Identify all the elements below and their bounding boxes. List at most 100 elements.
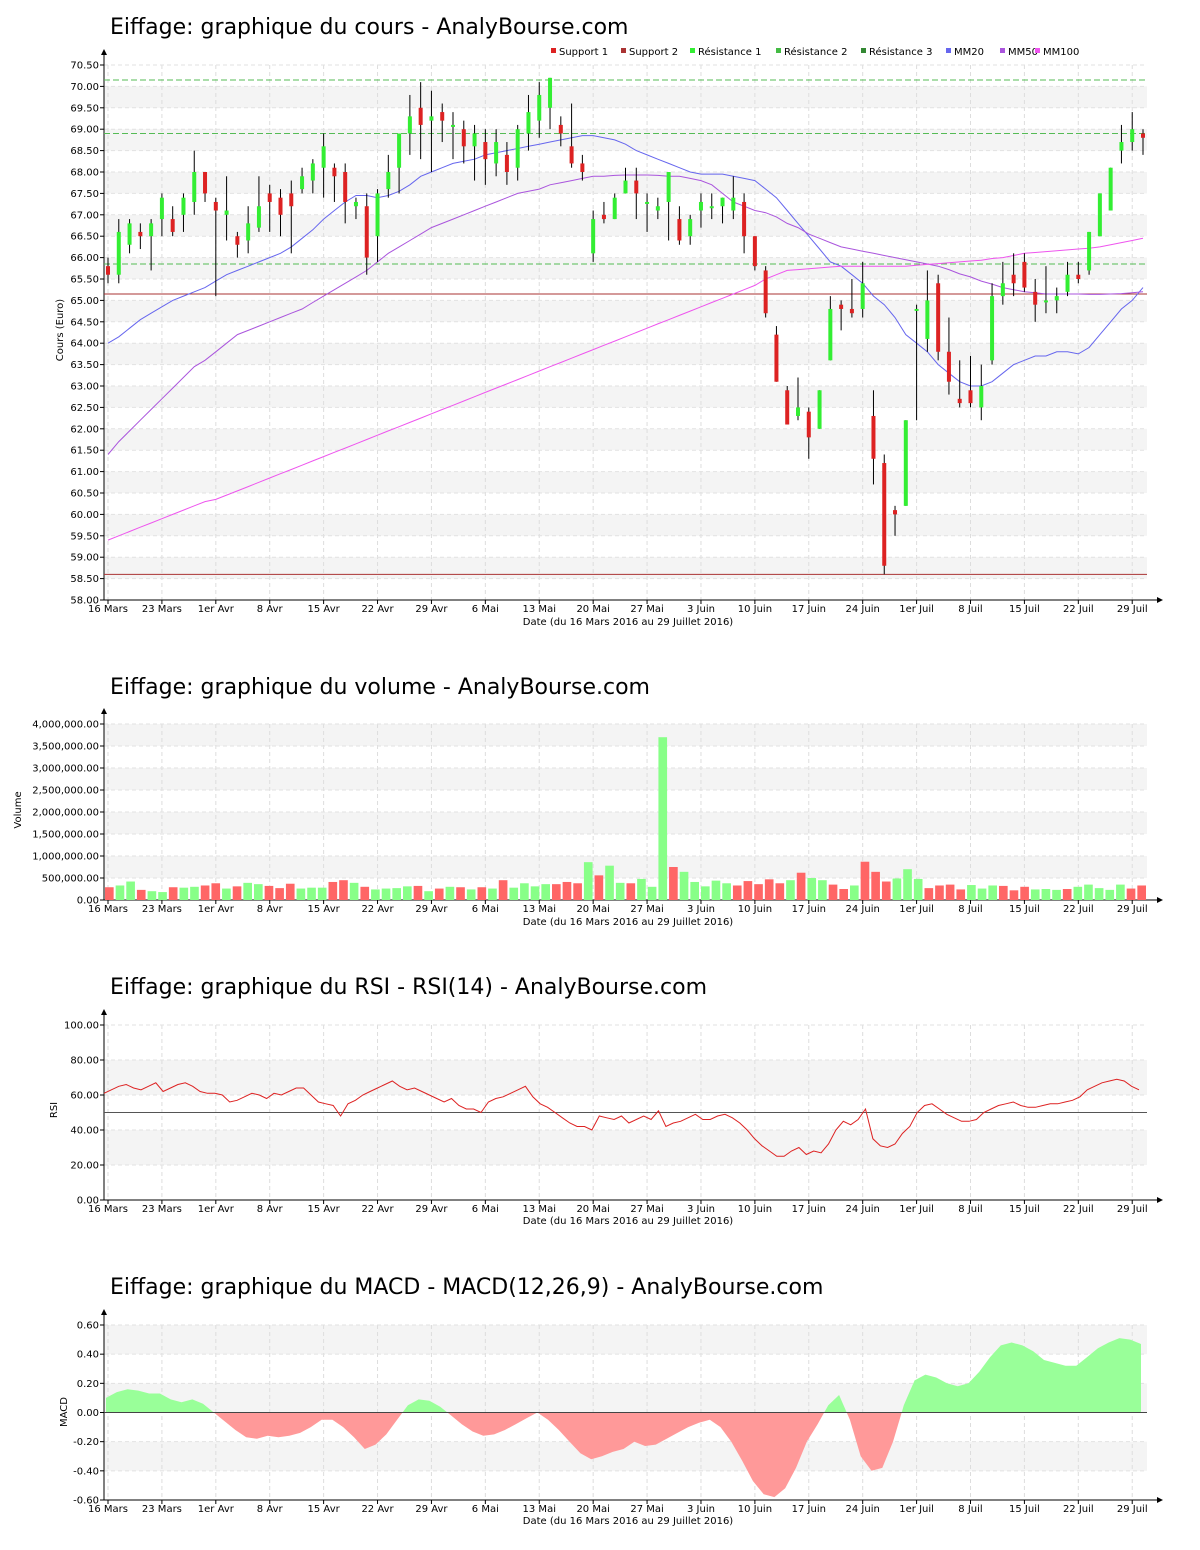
volume-bar <box>1009 890 1019 900</box>
volume-bar <box>424 891 433 900</box>
candle-body <box>461 129 466 147</box>
rsi-ytick-label: 60.00 <box>70 1091 99 1102</box>
volume-bar <box>1094 888 1104 900</box>
volume-bar <box>488 888 497 900</box>
candle-body <box>634 180 639 194</box>
candle-body <box>548 77 553 108</box>
macd-chart-xlabel: Date (du 16 Mars 2016 au 29 Juillet 2016… <box>523 1516 734 1527</box>
volume-bar <box>562 881 572 900</box>
candle-body <box>278 197 283 215</box>
legend-swatch <box>621 48 626 53</box>
volume-bar <box>1126 888 1136 900</box>
volume-xtick-label: 6 Mai <box>472 904 499 915</box>
volume-bar <box>881 881 891 900</box>
macd-xtick-label: 29 Juil <box>1117 1504 1148 1515</box>
volume-bar <box>626 883 636 900</box>
volume-bar <box>637 878 646 900</box>
volume-ytick-label: 1,000,000.00 <box>32 852 99 863</box>
volume-xtick-label: 10 Juin <box>738 904 772 915</box>
macd-xaxis-arrow <box>1157 1497 1163 1503</box>
price-ytick-label: 58.50 <box>70 574 99 585</box>
macd-ytick-label: -0.20 <box>73 1437 99 1448</box>
macd-ytick-label: -0.40 <box>73 1466 99 1477</box>
candle-body <box>375 193 380 237</box>
volume-band <box>104 768 1147 790</box>
candle-body <box>515 129 520 168</box>
rsi-xtick-label: 8 Juil <box>958 1204 982 1215</box>
legend-swatch <box>690 48 695 53</box>
legend-label: Résistance 2 <box>784 46 847 58</box>
price-xtick-label: 17 Juin <box>792 604 826 615</box>
volume-bar <box>786 880 795 900</box>
volume-bar <box>222 888 231 900</box>
price-ytick-label: 58.00 <box>70 596 99 607</box>
rsi-chart-xlabel: Date (du 16 Mars 2016 au 29 Juillet 2016… <box>523 1216 734 1227</box>
price-ytick-label: 70.00 <box>70 82 99 93</box>
volume-xtick-label: 20 Mai <box>576 904 609 915</box>
volume-ytick-label: 2,000,000.00 <box>32 808 99 819</box>
volume-bar <box>818 880 827 900</box>
candle-body <box>957 398 962 404</box>
rsi-xtick-label: 29 Juil <box>1117 1204 1148 1215</box>
rsi-xaxis-arrow <box>1157 1197 1163 1203</box>
candle-body <box>1022 261 1027 288</box>
candle-body <box>116 231 121 275</box>
candle-body <box>494 142 499 164</box>
rsi-xtick-label: 15 Avr <box>308 1204 341 1215</box>
candle-body <box>828 308 833 361</box>
candle-body <box>353 201 358 207</box>
volume-bar <box>115 885 125 900</box>
candle-body <box>580 163 585 172</box>
rsi-ytick-label: 20.00 <box>70 1161 99 1172</box>
candle-body <box>742 201 747 237</box>
candle-body <box>235 236 240 245</box>
volume-bar <box>403 886 412 900</box>
candle-body <box>224 210 229 215</box>
price-band <box>104 557 1147 579</box>
candle-body <box>106 266 110 275</box>
rsi-xtick-label: 10 Juin <box>738 1204 772 1215</box>
candle-body <box>796 407 800 416</box>
candle-body <box>731 197 736 211</box>
candle-body <box>213 201 218 211</box>
macd-negative-area <box>537 1412 825 1498</box>
price-xtick-label: 23 Mars <box>142 604 182 615</box>
macd-xtick-label: 6 Mai <box>472 1504 499 1515</box>
volume-bar <box>1030 889 1040 900</box>
rsi-xtick-label: 13 Mai <box>523 1204 556 1215</box>
candle-body <box>364 206 369 258</box>
macd-chart-ylabel: MACD <box>59 1397 70 1427</box>
volume-xtick-label: 13 Mai <box>523 904 556 915</box>
candle-body <box>774 334 779 382</box>
candle-body <box>839 304 844 309</box>
macd-positive-area <box>402 1399 448 1413</box>
volume-bar <box>903 869 912 900</box>
rsi-ytick-label: 100.00 <box>64 1021 99 1032</box>
macd-positive-area <box>824 1395 847 1413</box>
volume-bar <box>743 881 753 900</box>
volume-xtick-label: 24 Juin <box>846 904 880 915</box>
volume-bar <box>1020 886 1029 900</box>
candle-body <box>882 463 887 566</box>
volume-bar <box>807 878 817 900</box>
rsi-xtick-label: 3 Juin <box>687 1204 715 1215</box>
macd-ytick-label: -0.60 <box>73 1496 99 1507</box>
volume-xtick-label: 15 Avr <box>308 904 341 915</box>
volume-bar <box>147 891 157 900</box>
price-ytick-label: 60.50 <box>70 489 99 500</box>
candle-body <box>601 214 606 220</box>
volume-ytick-label: 4,000,000.00 <box>32 720 99 731</box>
volume-bar <box>892 878 902 900</box>
volume-bar <box>1137 885 1146 900</box>
rsi-xtick-label: 24 Juin <box>846 1204 880 1215</box>
volume-bar <box>860 861 870 900</box>
price-band <box>104 129 1147 151</box>
volume-bar <box>754 884 763 900</box>
macd-ytick-label: 0.20 <box>77 1379 99 1390</box>
volume-bar <box>775 883 785 900</box>
volume-bar <box>232 886 242 900</box>
candle-body <box>138 231 143 237</box>
macd-xtick-label: 23 Mars <box>142 1504 182 1515</box>
rsi-xtick-label: 20 Mai <box>576 1204 609 1215</box>
candle-body <box>310 163 315 181</box>
